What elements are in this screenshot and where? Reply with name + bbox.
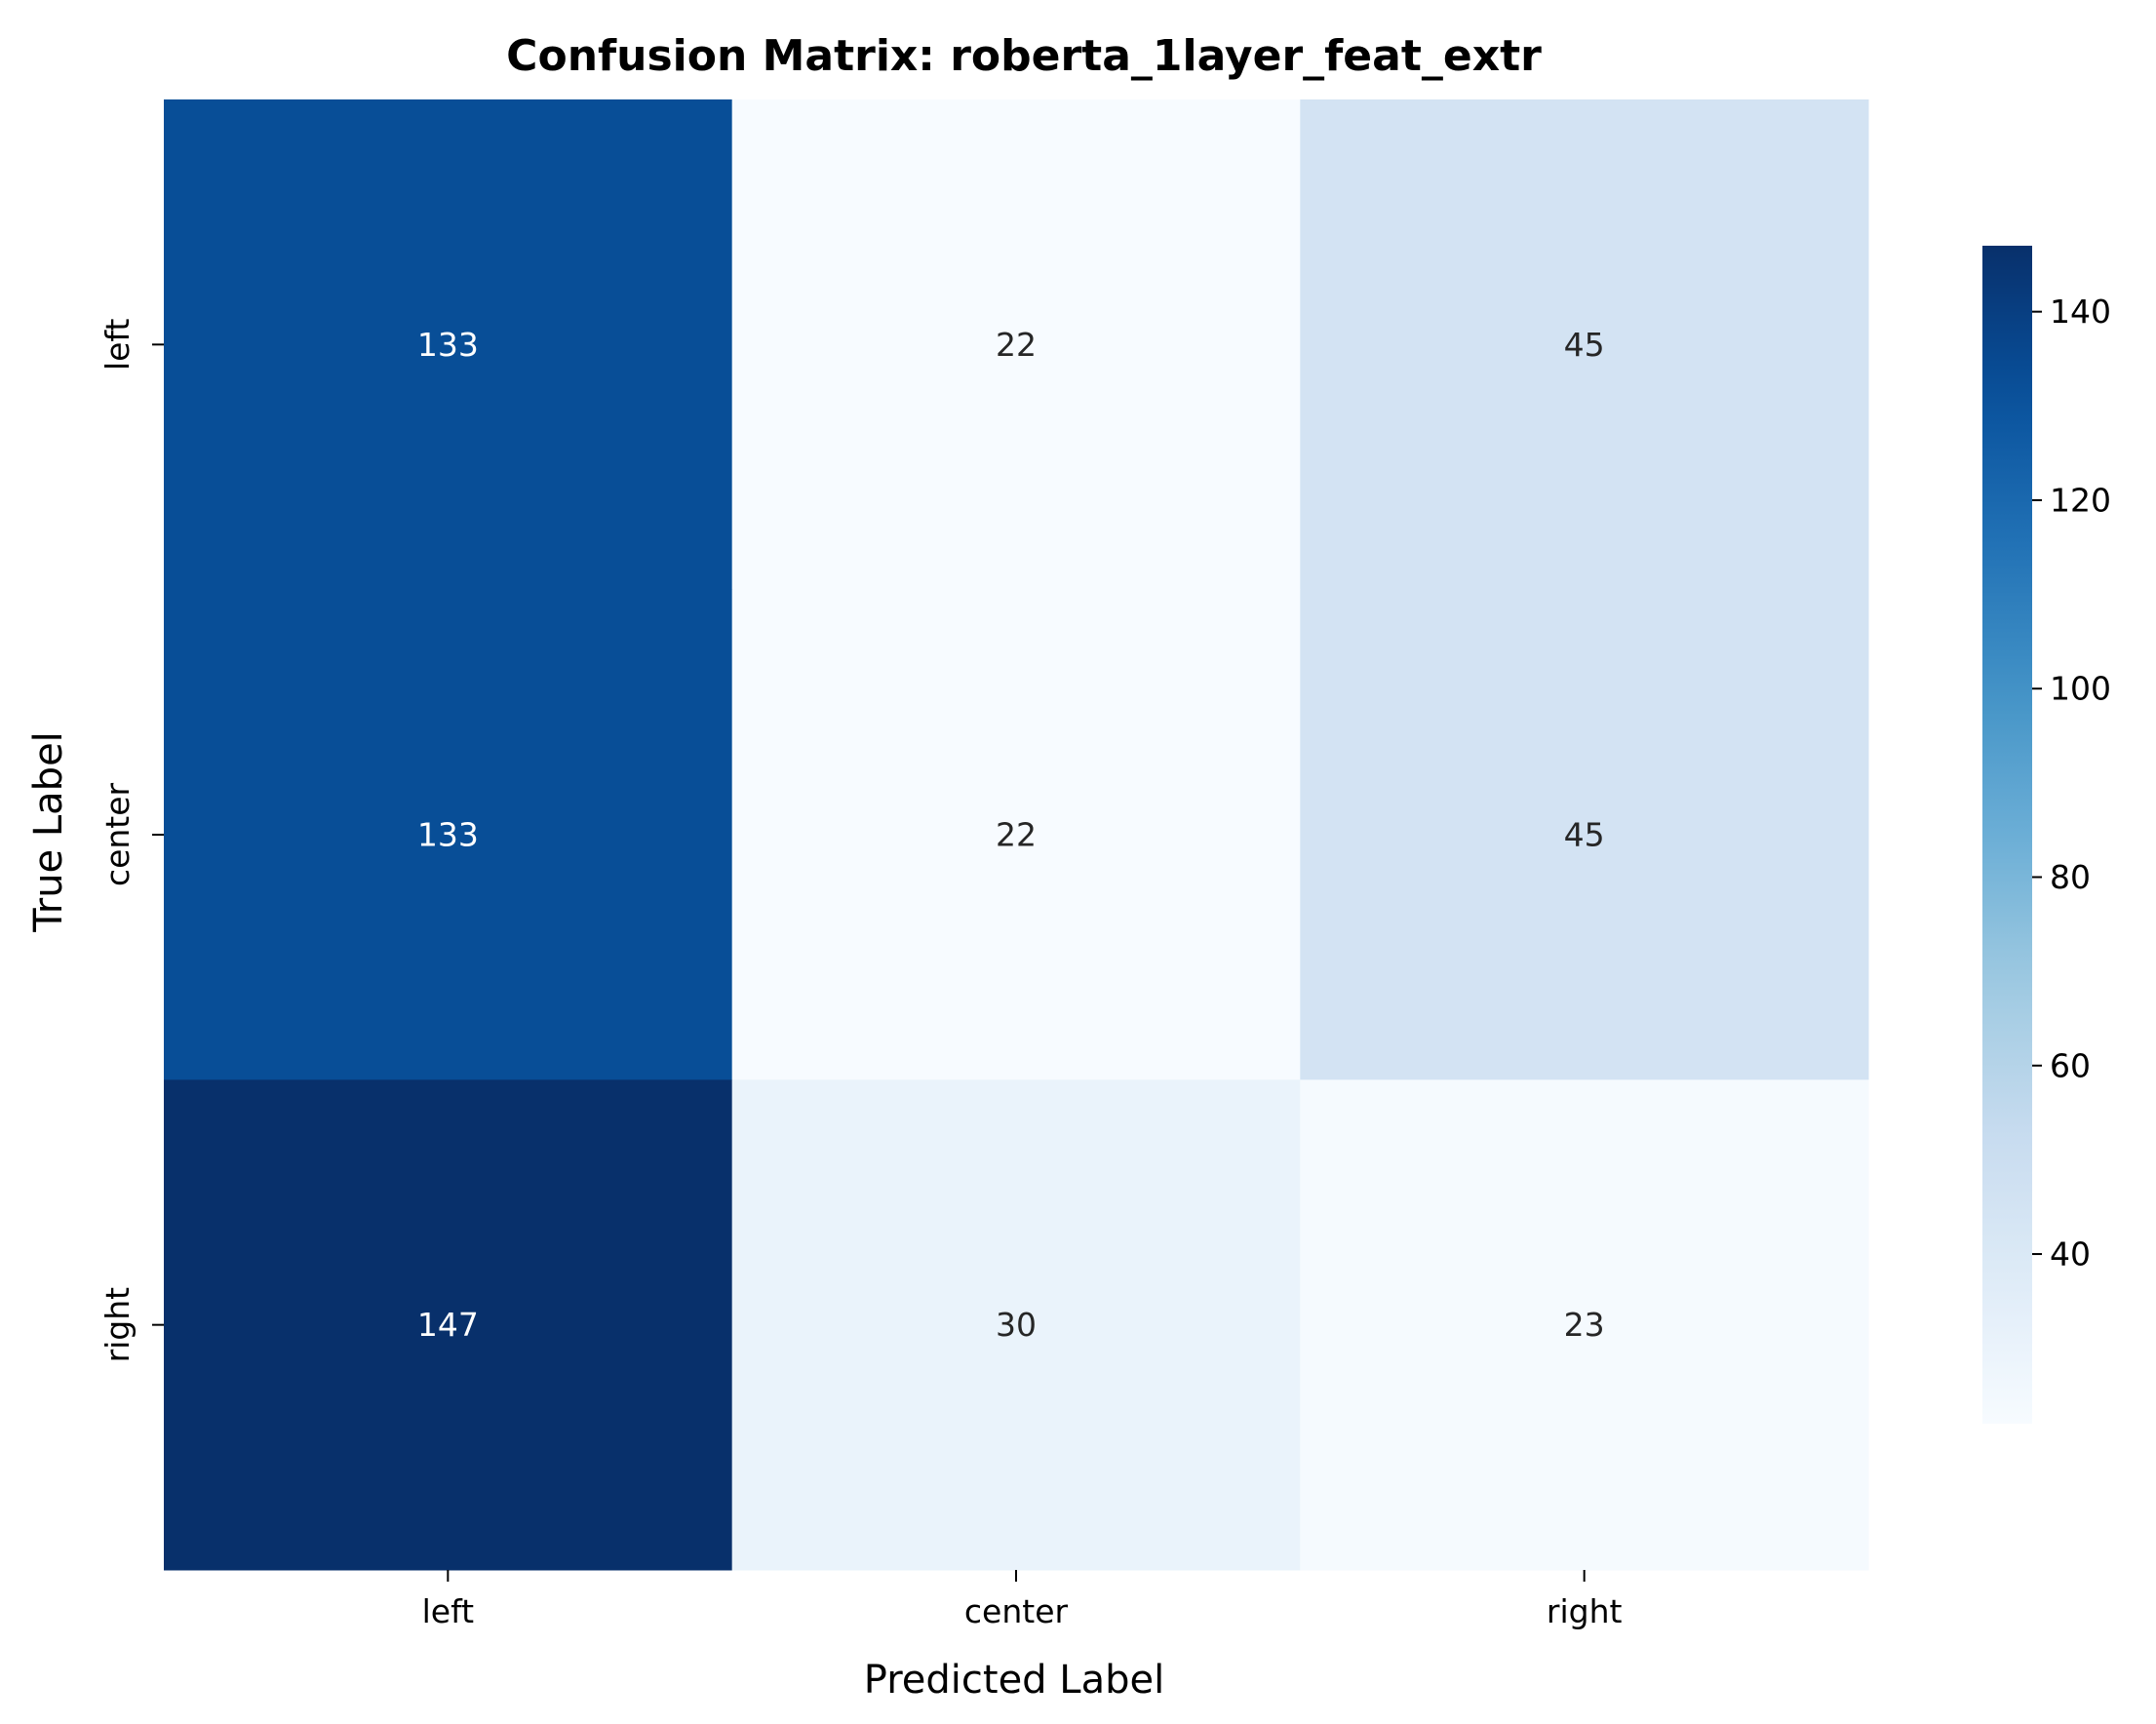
y-axis-ticks: left center right [98, 319, 164, 1363]
colorbar-ticks: 40 60 80 100 120 140 [2032, 293, 2111, 1273]
x-tick-label-right: right [1547, 1592, 1623, 1630]
heatmap-cell-left-center [731, 99, 1301, 591]
heatmap-cell-center-left [164, 589, 733, 1080]
colorbar-tick-label-120: 120 [2050, 481, 2111, 519]
x-axis-title: Predicted Label [864, 1658, 1164, 1703]
cell-value-left-right: 45 [1564, 326, 1605, 364]
heatmap-cell-left-right [1300, 99, 1869, 591]
heatmap-cells [164, 99, 1869, 1571]
heatmap-cell-center-center [731, 589, 1301, 1080]
y-tick-label-right: right [98, 1287, 137, 1363]
heatmap-cell-center-right [1300, 589, 1869, 1080]
y-axis-title: True Label [26, 731, 71, 933]
heatmap-cell-right-center [731, 1079, 1301, 1571]
cell-value-right-right: 23 [1564, 1306, 1605, 1344]
colorbar-tick-label-80: 80 [2050, 858, 2091, 896]
colorbar-tick-label-40: 40 [2050, 1235, 2091, 1273]
cell-value-center-left: 133 [417, 816, 479, 854]
x-axis-ticks: left center right [422, 1570, 1623, 1630]
heatmap-cell-right-right [1300, 1079, 1869, 1571]
cell-value-center-right: 45 [1564, 816, 1605, 854]
cell-value-right-left: 147 [417, 1306, 479, 1344]
y-tick-label-left: left [98, 319, 137, 372]
heatmap-cell-labels: 133 22 45 133 22 45 147 30 23 [417, 326, 1605, 1344]
cell-value-right-center: 30 [996, 1306, 1037, 1344]
chart-title: Confusion Matrix: roberta_1layer_feat_ex… [506, 31, 1542, 81]
cell-value-center-center: 22 [996, 816, 1037, 854]
heatmap-cell-right-left [164, 1079, 733, 1571]
x-tick-label-left: left [422, 1592, 475, 1630]
cell-value-left-left: 133 [417, 326, 479, 364]
cell-value-left-center: 22 [996, 326, 1037, 364]
colorbar [1982, 246, 2032, 1424]
colorbar-tick-label-140: 140 [2050, 293, 2111, 331]
colorbar-tick-label-100: 100 [2050, 670, 2111, 708]
x-tick-label-center: center [964, 1592, 1069, 1630]
heatmap-cell-left-left [164, 99, 733, 591]
colorbar-tick-label-60: 60 [2050, 1046, 2091, 1084]
y-tick-label-center: center [98, 782, 137, 886]
